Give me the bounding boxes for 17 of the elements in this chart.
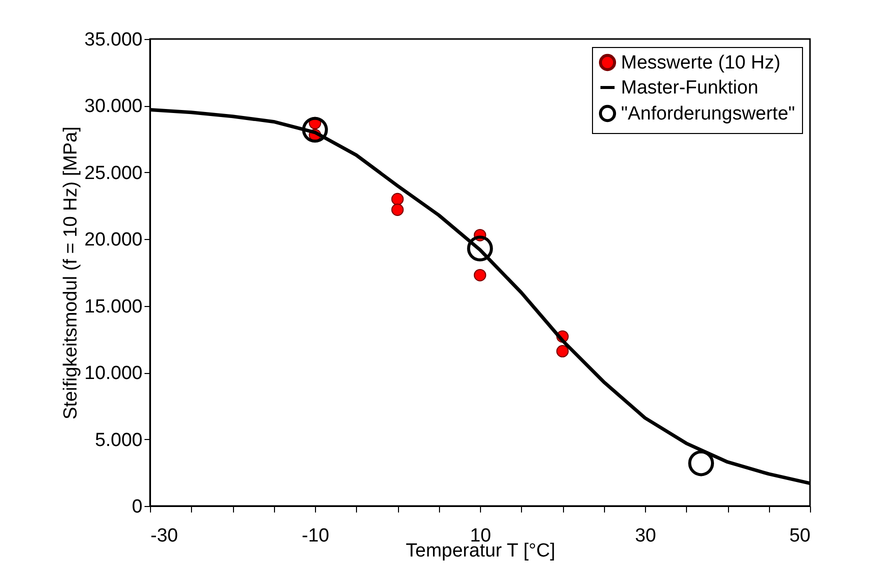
y-tick-label: 30.000 [84,96,142,118]
legend-label: "Anforderungswerte" [621,104,796,124]
x-tick-label: 50 [789,526,810,546]
y-tick-label: 10.000 [84,363,142,384]
legend-label: Master-Funktion [621,78,758,98]
y-tick-label: 5.000 [94,430,142,451]
y-tick-label: 25.000 [84,162,142,184]
x-tick-label: 30 [634,526,656,546]
x-axis-title: Temperatur T [°C] [406,540,556,562]
y-tick-label: 20.000 [84,230,142,251]
legend-label: Messwerte (10 Hz) [621,52,780,74]
x-tick-label: -10 [302,526,330,546]
y-tick-label: 15.000 [84,296,142,318]
y-axis-title: Steifigkeitsmodul (f = 10 Hz) [MPa] [60,126,82,420]
x-tick-label: -30 [150,526,178,546]
y-tick-label: 0 [132,496,142,518]
y-tick-label: 35.000 [84,30,142,50]
